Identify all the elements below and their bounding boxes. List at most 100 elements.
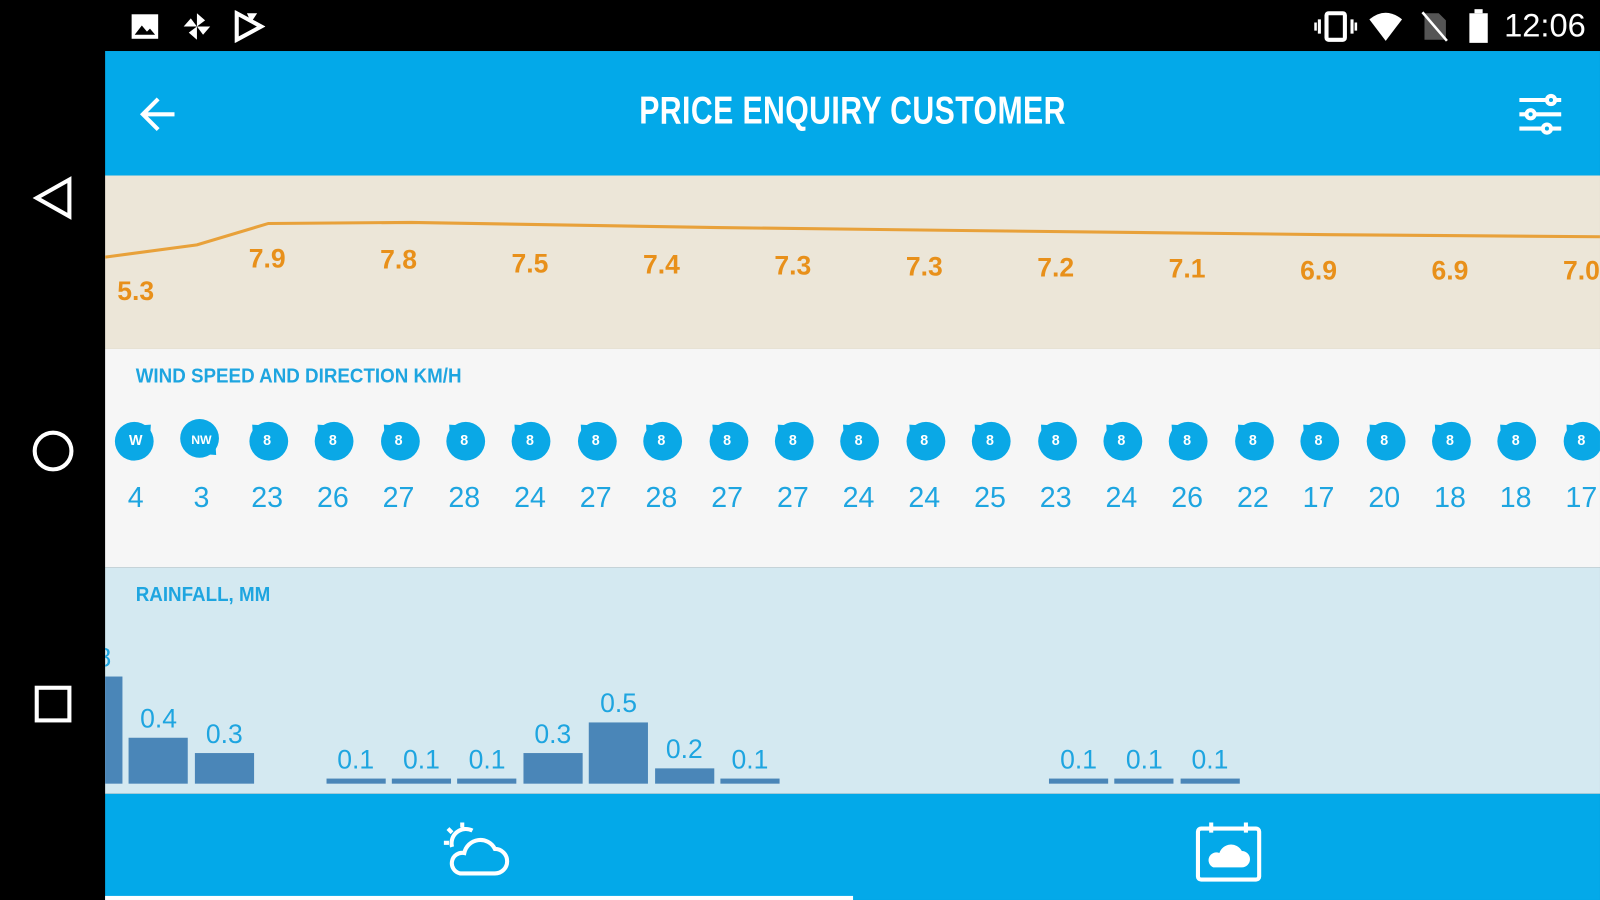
selected-tab-indicator xyxy=(105,895,854,900)
wind-speed-value: 24 xyxy=(908,481,941,514)
wind-direction-marker: 8 xyxy=(704,416,751,463)
wind-direction-label: 8 xyxy=(920,431,929,448)
wind-drop-icon xyxy=(249,421,288,461)
wind-drop-icon xyxy=(446,421,486,461)
wind-drop-icon xyxy=(1563,421,1600,461)
wind-section-title: WIND SPEED AND DIRECTION KM/H xyxy=(135,365,462,388)
system-nav-bar xyxy=(0,51,106,900)
wind-section: WIND SPEED AND DIRECTION KM/H W 4 NW 3 8 23 8 2… xyxy=(105,348,1600,568)
rainfall-bar xyxy=(654,768,714,784)
wind-speed-value: 18 xyxy=(1434,481,1466,514)
wind-direction-marker: 8 xyxy=(1295,416,1342,463)
temperature-label: 7.0 xyxy=(1562,255,1600,286)
rainfall-bar xyxy=(391,778,452,784)
wind-drop-icon xyxy=(840,421,880,461)
wind-direction-marker: 8 xyxy=(1229,416,1276,463)
wind-direction-marker: 8 xyxy=(1361,416,1408,463)
wind-drop-icon xyxy=(1300,421,1340,461)
wind-direction-label: 8 xyxy=(723,431,732,448)
arrow-left-icon[interactable] xyxy=(138,94,179,135)
wind-speed-value: 23 xyxy=(1039,481,1072,514)
wind-speed-value: 28 xyxy=(448,481,481,514)
wind-direction-marker: 8 xyxy=(244,416,291,463)
bottom-nav xyxy=(105,793,1600,900)
home-circle-icon[interactable] xyxy=(31,429,76,474)
wind-speed-value: 27 xyxy=(711,481,744,514)
wind-direction-marker: 8 xyxy=(1098,416,1145,463)
no-sim-icon xyxy=(1421,11,1448,42)
wind-speed-value: 17 xyxy=(1565,481,1598,514)
wind-speed-value: 4 xyxy=(127,481,144,514)
vibrate-icon xyxy=(1314,11,1358,42)
wind-direction-marker: 8 xyxy=(835,416,882,463)
wind-direction-label: 8 xyxy=(788,431,797,448)
wind-direction-label: W xyxy=(128,431,143,448)
temperature-label: 5.3 xyxy=(117,275,155,307)
wind-speed-value: 24 xyxy=(514,481,546,514)
wind-direction-label: 8 xyxy=(1051,431,1060,448)
temperature-label: 7.3 xyxy=(905,251,943,282)
sliders-icon[interactable] xyxy=(1516,92,1565,137)
wind-direction-marker: 8 xyxy=(441,416,488,463)
wind-speed-value: 27 xyxy=(776,481,809,514)
rainfall-bar xyxy=(1180,778,1240,784)
back-triangle-icon[interactable] xyxy=(32,176,74,221)
wind-direction-marker: 8 xyxy=(507,416,554,463)
wind-direction-marker: 8 xyxy=(638,416,685,463)
rainfall-bar xyxy=(105,676,123,784)
wind-speed-value: 17 xyxy=(1302,481,1335,514)
wind-speed-value: 27 xyxy=(382,481,415,514)
wind-direction-label: 8 xyxy=(1183,431,1192,448)
wind-direction-marker: 8 xyxy=(1492,416,1539,463)
wind-direction-label: 8 xyxy=(1577,431,1586,448)
wind-direction-label: NW xyxy=(191,432,212,447)
rainfall-value-label: 0.1 xyxy=(402,743,440,775)
wind-speed-value: 18 xyxy=(1499,481,1532,514)
temperature-label: 7.9 xyxy=(248,242,286,274)
rainfall-value-label: 0.3 xyxy=(534,718,572,749)
wind-direction-marker: 8 xyxy=(769,416,816,463)
rainfall-section: RAINFALL, MM 0.8 0.4 0.3 0.1 0.1 0.1 0.3 0.5 0.2… xyxy=(105,567,1600,794)
rainfall-value-label: 0.5 xyxy=(600,687,638,719)
recents-square-icon[interactable] xyxy=(33,684,74,725)
wind-drop-icon xyxy=(906,421,946,461)
temperature-chart: 5.3 7.9 7.8 7.5 7.4 7.3 7.3 7.2 7.1 6.9 6.9 7.0 xyxy=(105,175,1600,349)
rainfall-value-label: 0.1 xyxy=(468,743,506,775)
wind-drop-icon xyxy=(512,421,551,461)
temperature-label: 7.4 xyxy=(642,248,680,280)
rainfall-value-label: 0.3 xyxy=(205,718,243,749)
wind-direction-label: 8 xyxy=(657,431,666,448)
wind-speed-value: 26 xyxy=(1171,481,1204,514)
wind-speed-value: 3 xyxy=(193,481,210,514)
wind-direction-label: 8 xyxy=(394,431,403,448)
rainfall-value-label: 0.1 xyxy=(1060,743,1098,775)
tab-calendar[interactable] xyxy=(853,794,1600,900)
rainfall-bar xyxy=(457,778,517,784)
wind-direction-marker: 8 xyxy=(1558,416,1600,463)
tab-weather[interactable] xyxy=(105,794,854,900)
temperature-label: 7.3 xyxy=(774,249,812,281)
rainfall-value-label: 0.2 xyxy=(665,733,703,765)
wind-direction-marker: 8 xyxy=(901,416,948,463)
wind-direction-label: 8 xyxy=(854,431,863,448)
temperature-label: 7.2 xyxy=(1037,252,1075,283)
wind-direction-label: 8 xyxy=(263,431,272,448)
rainfall-value-label: 0.1 xyxy=(1191,743,1229,775)
wind-speed-value: 27 xyxy=(579,481,612,514)
rainfall-value-label: 0.4 xyxy=(140,703,178,734)
pinwheel-icon xyxy=(183,13,211,40)
temperature-label: 7.1 xyxy=(1168,253,1206,284)
wind-speed-value: 20 xyxy=(1368,481,1401,514)
weather-sun-cloud-icon xyxy=(443,822,510,876)
page-title: PRICE ENQUIRY CUSTOMER xyxy=(639,89,1066,133)
wind-direction-marker: 8 xyxy=(1164,416,1211,463)
wind-drop-icon xyxy=(577,421,617,461)
wind-drop-icon xyxy=(314,421,354,461)
temperature-label: 7.5 xyxy=(511,247,549,279)
temperature-label: 6.9 xyxy=(1300,255,1337,286)
wind-direction-marker: 8 xyxy=(1032,416,1079,463)
wind-drop-icon xyxy=(709,421,748,461)
image-icon xyxy=(131,14,159,39)
status-bar: 12:06 xyxy=(0,0,1600,52)
temperature-label: 7.8 xyxy=(380,243,418,275)
